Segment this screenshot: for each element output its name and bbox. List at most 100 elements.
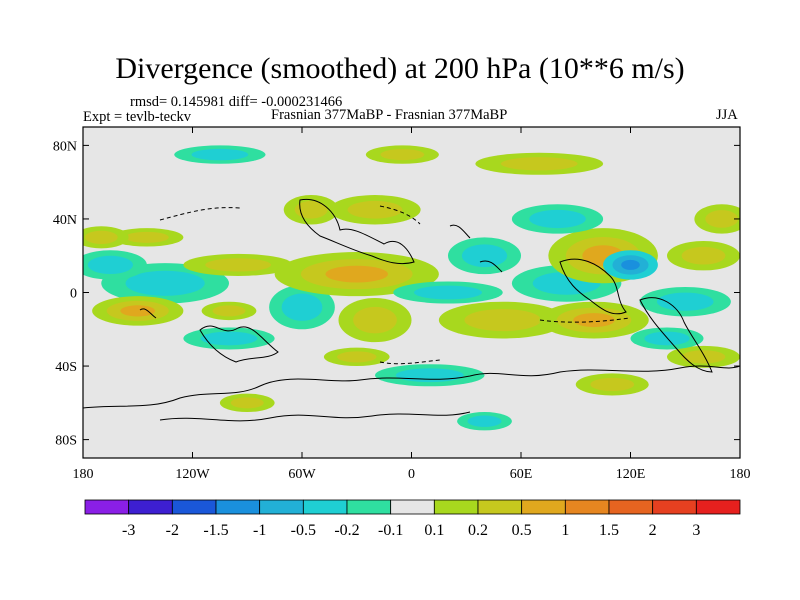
divergence-feature bbox=[329, 195, 421, 225]
contour-fill bbox=[414, 285, 482, 300]
divergence-feature bbox=[475, 152, 604, 175]
divergence-feature bbox=[365, 145, 439, 164]
colorbar-swatch bbox=[608, 499, 654, 515]
coastline-south-2 bbox=[159, 411, 471, 422]
divergence-feature bbox=[539, 301, 649, 339]
divergence-feature bbox=[639, 286, 731, 317]
contour-fill bbox=[395, 368, 464, 383]
colorbar-swatch bbox=[390, 499, 435, 515]
divergence-feature bbox=[375, 364, 485, 387]
divergence-feature bbox=[438, 301, 567, 339]
colorbar-swatch bbox=[652, 499, 697, 515]
colorbar-label: -0.5 bbox=[291, 522, 316, 539]
contour-fill bbox=[705, 210, 739, 228]
divergence-feature bbox=[183, 253, 293, 276]
divergence-feature bbox=[603, 250, 658, 280]
contour-fill bbox=[500, 157, 578, 171]
comparison-label: Frasnian 377MaBP - Frasnian 377MaBP bbox=[271, 107, 508, 123]
contour-fill bbox=[656, 292, 714, 311]
coastline-landmass-d bbox=[639, 297, 713, 373]
season-label: JJA bbox=[716, 107, 738, 123]
y-tick-label: 80N bbox=[53, 139, 77, 154]
y-tick-label: 80S bbox=[55, 434, 77, 449]
contour-fill bbox=[529, 209, 586, 229]
x-tick-label: 60E bbox=[510, 467, 533, 482]
divergence-feature bbox=[457, 412, 512, 431]
divergence-feature bbox=[83, 250, 147, 280]
contour-fill bbox=[120, 305, 156, 317]
colorbar: -3 -2 -1.5 -1 -0.5 -0.2 -0.1 0.1 0.2 0.5 1 1.5 2 3 bbox=[84, 499, 741, 539]
contour-fill bbox=[461, 244, 508, 268]
contour-fill bbox=[281, 293, 323, 321]
experiment-label: Expt = tevlb-teckv bbox=[83, 109, 192, 125]
colorbar-label: -2 bbox=[166, 522, 179, 539]
coastline-islands bbox=[139, 224, 503, 319]
axes: 180 120W 60W 0 60E 120E 180 80N 40N 0 40S 80S bbox=[53, 127, 751, 482]
contour-fill bbox=[84, 230, 118, 244]
contour-fill bbox=[353, 306, 397, 334]
contour-fill bbox=[573, 313, 615, 328]
divergence-feature bbox=[448, 237, 521, 275]
colorbar-label: 2 bbox=[649, 522, 657, 539]
colorbar-swatch bbox=[128, 499, 173, 515]
colorbar-swatch bbox=[84, 499, 130, 515]
divergence-feature bbox=[338, 298, 412, 343]
divergence-feature bbox=[667, 345, 740, 368]
contour-fill bbox=[621, 259, 640, 270]
contour-fill bbox=[380, 149, 425, 161]
stats-label: rmsd= 0.145981 diff= -0.000231466 bbox=[130, 94, 343, 110]
contour-fill bbox=[325, 265, 388, 283]
colorbar-swatch bbox=[477, 499, 523, 515]
contour-fill bbox=[191, 148, 249, 161]
y-tick-label: 0 bbox=[70, 287, 77, 302]
colorbar-swatch bbox=[346, 499, 392, 515]
colorbar-swatch bbox=[564, 499, 610, 515]
colorbar-swatch bbox=[521, 499, 566, 515]
divergence-feature bbox=[219, 393, 275, 413]
coastline-dashed-s bbox=[379, 317, 631, 365]
divergence-feature bbox=[323, 347, 390, 367]
x-tick-label: 180 bbox=[73, 467, 94, 482]
colorbar-label: 1 bbox=[561, 522, 569, 539]
divergence-feature bbox=[110, 228, 184, 247]
divergence-feature bbox=[83, 226, 129, 249]
colorbar-label: 0.1 bbox=[424, 522, 444, 539]
contour-fill bbox=[294, 200, 328, 219]
colorbar-swatch bbox=[695, 499, 741, 515]
divergence-feature bbox=[201, 301, 257, 321]
coastline-landmass-c bbox=[559, 258, 627, 315]
contour-fill bbox=[87, 255, 134, 275]
divergence-feature bbox=[575, 373, 649, 396]
x-tick-label: 120E bbox=[616, 467, 646, 482]
coastlines bbox=[83, 198, 740, 422]
colorbar-label: -3 bbox=[122, 522, 135, 539]
divergence-feature bbox=[92, 296, 184, 326]
chart-title: Divergence (smoothed) at 200 hPa (10**6 … bbox=[115, 52, 685, 85]
coastline-landmass-b bbox=[299, 198, 415, 265]
colorbar-label: 1.5 bbox=[599, 522, 619, 539]
colorbar-label: 0.5 bbox=[512, 522, 532, 539]
colorbar-label: -0.1 bbox=[378, 522, 403, 539]
divergence-feature bbox=[269, 285, 335, 330]
contour-fill bbox=[337, 351, 377, 363]
contour-fill bbox=[464, 309, 542, 332]
contour-fill bbox=[125, 270, 205, 296]
colorbar-label: -0.2 bbox=[334, 522, 359, 539]
x-tick-label: 0 bbox=[408, 467, 415, 482]
contour-fill bbox=[347, 200, 403, 219]
colorbar-swatch bbox=[215, 499, 261, 515]
contour-fill bbox=[205, 258, 271, 272]
colorbar-label: 3 bbox=[692, 522, 700, 539]
x-tick-label: 120W bbox=[175, 467, 210, 482]
contour-fill bbox=[230, 397, 264, 409]
coastline-dashed-n bbox=[159, 205, 421, 225]
colorbar-swatch bbox=[433, 499, 479, 515]
contour-fill bbox=[681, 246, 726, 265]
contour-fill bbox=[467, 415, 502, 427]
divergence-feature bbox=[174, 145, 266, 164]
divergence-feature bbox=[511, 204, 604, 234]
y-tick-label: 40N bbox=[53, 213, 77, 228]
colorbar-swatch bbox=[171, 499, 217, 515]
divergence-feature bbox=[183, 327, 275, 350]
